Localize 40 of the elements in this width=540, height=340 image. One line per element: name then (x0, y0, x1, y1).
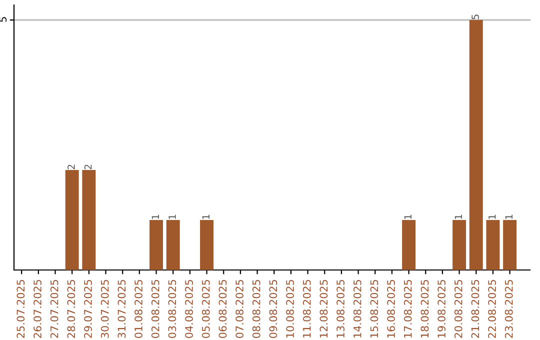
data-label: 1 (488, 214, 496, 219)
x-tick-label: 12.08.2025 (320, 280, 328, 338)
data-label: 1 (152, 214, 159, 219)
x-tick-label: 08.08.2025 (252, 280, 260, 338)
data-label: 1 (202, 214, 210, 219)
x-tick-label: 13.08.2025 (336, 280, 344, 338)
x-tick-label: 02.08.2025 (151, 280, 160, 338)
x-tick-label: 29.07.2025 (84, 280, 92, 338)
x-tick-label: 18.08.2025 (420, 280, 429, 338)
x-tick-label: 07.08.2025 (236, 280, 244, 338)
x-tick-label: 01.08.2025 (134, 280, 142, 338)
x-tick-label: 10.08.2025 (286, 280, 294, 338)
x-tick-label: 28.07.2025 (67, 280, 76, 338)
x-tick-label: 25.07.2025 (16, 280, 25, 338)
x-tick-label: 15.08.2025 (370, 280, 378, 338)
x-tick-label: 20.08.2025 (454, 280, 462, 338)
x-tick-label: 19.08.2025 (438, 280, 446, 338)
x-tick-label: 23.08.2025 (504, 280, 513, 338)
x-tick-label: 09.08.2025 (269, 280, 278, 338)
data-label: 1 (404, 214, 412, 219)
x-tick-label: 04.08.2025 (185, 280, 193, 338)
data-label: 1 (505, 214, 512, 219)
x-tick-label: 05.08.2025 (202, 280, 210, 338)
x-tick-label: 11.08.2025 (302, 280, 311, 338)
x-tick-label: 16.08.2025 (387, 280, 395, 338)
data-label: 2 (84, 164, 92, 170)
x-tick-label: 03.08.2025 (168, 280, 176, 338)
data-label: 5 (472, 14, 479, 20)
x-tick-label: 14.08.2025 (353, 280, 362, 338)
data-label: 1 (454, 214, 462, 219)
x-tick-label: 06.08.2025 (218, 280, 227, 338)
x-tick-label: 31.07.2025 (118, 280, 126, 338)
data-label: 1 (168, 214, 176, 219)
x-tick-label: 17.08.2025 (404, 280, 412, 338)
x-tick-label: 21.08.2025 (471, 280, 480, 338)
x-tick-label: 26.07.2025 (34, 280, 42, 338)
x-tick-label: 30.07.2025 (100, 280, 109, 338)
x-tick-label: 27.07.2025 (50, 280, 58, 338)
data-label: 2 (68, 164, 75, 170)
x-tick-label: 22.08.2025 (488, 280, 496, 338)
